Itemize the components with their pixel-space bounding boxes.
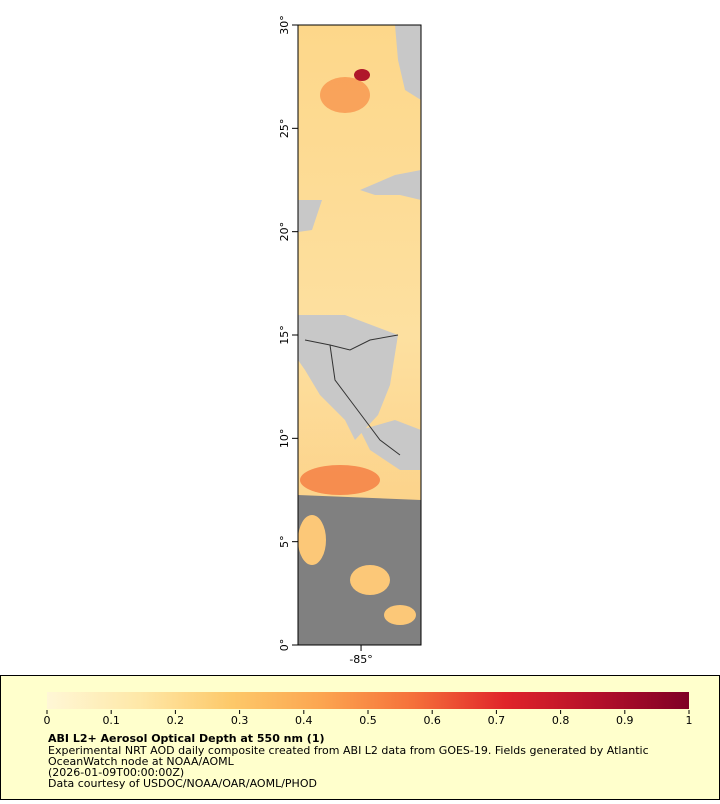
colorbar [47,692,689,709]
colorbar-tick-label: 0.6 [423,714,441,727]
colorbar-tick-label: 0 [44,714,51,727]
legend-title: ABI L2+ Aerosol Optical Depth at 550 nm … [48,732,325,745]
legend-line: Data courtesy of USDOC/NOAA/OAR/AOML/PHO… [48,777,317,790]
map-image [298,25,421,645]
legend-line: OceanWatch node at NOAA/AOML [48,755,235,768]
legend-line: (2026-01-09T00:00:00Z) [48,766,184,779]
colorbar-tick-label: 0.8 [552,714,570,727]
y-tick-label: 30° [278,15,291,35]
colorbar-tick-label: 0.4 [295,714,313,727]
x-tick-label: -85° [349,653,372,666]
y-tick-label: 20° [278,222,291,242]
y-tick-label: 0° [278,639,291,652]
colorbar-tick-label: 0.1 [102,714,120,727]
colorbar-tick-label: 1 [686,714,693,727]
y-tick-label: 25° [278,119,291,139]
legend-line: Experimental NRT AOD daily composite cre… [48,744,649,757]
colorbar-tick-label: 0.2 [167,714,185,727]
colorbar-tick-label: 0.5 [359,714,377,727]
y-tick-label: 10° [278,429,291,449]
colorbar-tick-label: 0.7 [488,714,506,727]
colorbar-tick-label: 0.9 [616,714,634,727]
colorbar-tick-label: 0.3 [231,714,249,727]
y-tick-label: 5° [278,535,291,548]
y-tick-label: 15° [278,325,291,345]
